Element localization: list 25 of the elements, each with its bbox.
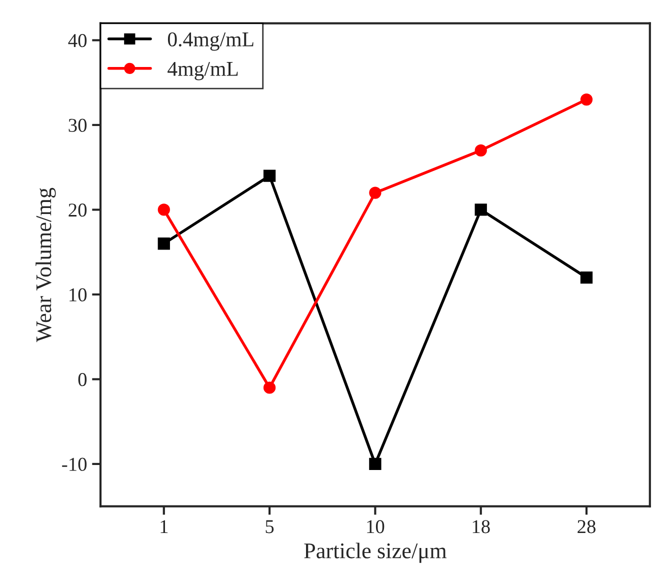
point: [263, 382, 276, 394]
legend-label: 0.4mg/mL: [168, 32, 254, 51]
y-tick-label: 40: [68, 34, 87, 48]
point: [369, 186, 382, 199]
y-axis-title: Wear Volume/mg: [36, 188, 56, 342]
point: [369, 458, 382, 470]
y-tick-label: 0: [78, 373, 87, 386]
point: [474, 204, 487, 216]
point: [263, 170, 276, 182]
x-tick-label: 18: [472, 520, 490, 534]
point: [474, 144, 487, 156]
legend-label: 4mg/mL: [168, 62, 238, 80]
y-tick-label: -10: [62, 458, 87, 471]
x-tick-label: 5: [266, 520, 274, 534]
point: [158, 204, 170, 216]
y-tick-label: 20: [68, 204, 87, 217]
point: [580, 271, 593, 284]
x-tick-label: 10: [367, 520, 384, 534]
y-tick-label: 10: [70, 288, 87, 302]
x-tick-label: 28: [578, 520, 596, 534]
y-tick-label: 30: [68, 118, 87, 132]
point: [580, 93, 593, 106]
point: [158, 238, 170, 250]
x-axis-title: Particle size/μm: [304, 542, 447, 563]
x-tick-label: 1: [160, 520, 168, 534]
